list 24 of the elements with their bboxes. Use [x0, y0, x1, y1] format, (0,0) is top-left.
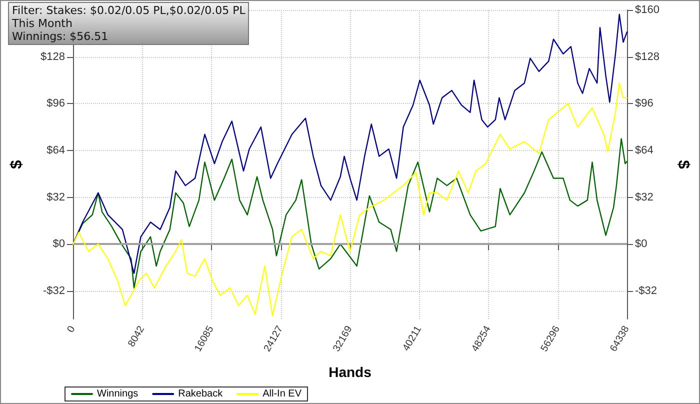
legend-label: Rakeback: [178, 388, 224, 400]
annotation: Filter: Stakes: $0.02/0.05 PL,$0.02/0.05 PL: [12, 4, 246, 17]
y-tick-label: $64: [46, 144, 65, 156]
y2-tick-label: $32: [635, 191, 654, 204]
y2-tick-label: -$32: [635, 284, 658, 297]
y2-tick-label: $160: [635, 4, 660, 16]
y-tick-label: $0: [52, 238, 65, 250]
y2-tick-label: $96: [635, 98, 654, 110]
y2-tick-label: $0: [635, 238, 648, 250]
text: This Month: [12, 17, 74, 30]
legend-label: All-In EV: [262, 388, 302, 400]
y-tick-label: $128: [40, 50, 65, 63]
annotation: Winnings: $56.51: [12, 30, 110, 43]
y-axis-title: $: [8, 160, 26, 169]
line-series: [72, 82, 628, 316]
y2-axis-title: $: [674, 160, 692, 170]
legend-label: Winnings: [97, 388, 138, 400]
y-tick-label: -$32: [42, 284, 65, 297]
y2-tick-label: $64: [635, 144, 654, 156]
y-tick-label: $32: [46, 191, 65, 204]
x-axis-title: Hands: [328, 364, 372, 380]
x-tick-label: 0: [65, 324, 78, 335]
y-tick-label: $96: [46, 98, 65, 110]
y2-tick-label: $128: [635, 50, 660, 63]
